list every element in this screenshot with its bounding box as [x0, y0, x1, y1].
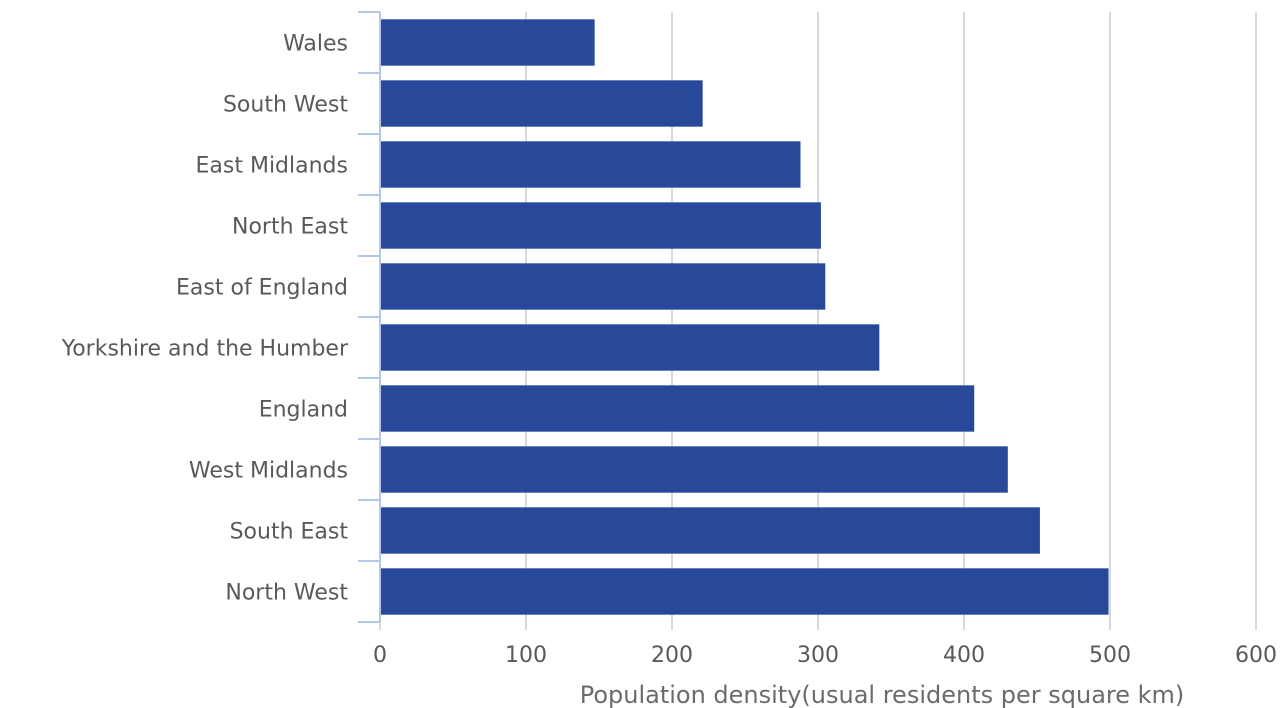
category-label: East Midlands [196, 154, 349, 179]
x-tick-label: 500 [1089, 643, 1131, 668]
bar-south-east [381, 507, 1040, 554]
bar-north-west [381, 568, 1109, 615]
category-label: North East [232, 215, 348, 240]
x-tick-label: 200 [651, 643, 693, 668]
x-tick-label: 600 [1235, 643, 1277, 668]
category-label: England [259, 398, 348, 423]
bar-england [381, 385, 975, 432]
bar-south-west [381, 80, 703, 127]
category-labels: Wales South West East Midlands North East Ea… [61, 32, 349, 606]
category-label: West Midlands [189, 459, 348, 484]
x-tick-label: 400 [943, 643, 985, 668]
category-label: South West [223, 93, 348, 118]
x-tick-label: 300 [797, 643, 839, 668]
x-tick-label: 100 [505, 643, 547, 668]
bar-yorkshire-and-the-humber [381, 324, 880, 371]
bar-north-east [381, 202, 821, 249]
category-label: South East [230, 520, 349, 545]
bars [381, 19, 1109, 615]
category-label: East of England [176, 276, 348, 301]
y-axis [358, 11, 381, 623]
category-label: North West [225, 581, 348, 606]
bar-wales [381, 19, 595, 66]
category-label: Wales [283, 32, 348, 57]
bar-east-midlands [381, 141, 801, 188]
x-tick-label: 0 [373, 643, 387, 668]
x-axis-ticks: 0 100 200 300 400 500 600 [373, 643, 1277, 668]
bar-east-of-england [381, 263, 826, 310]
x-axis-title: Population density(usual residents per s… [580, 681, 1185, 708]
bar-west-midlands [381, 446, 1008, 493]
category-label: Yorkshire and the Humber [61, 337, 349, 362]
